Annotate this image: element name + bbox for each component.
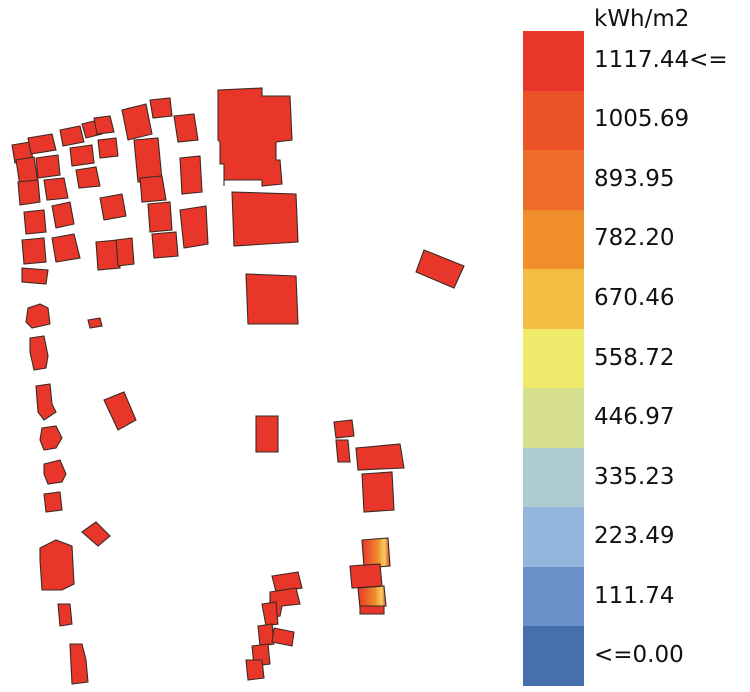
building xyxy=(21,237,47,265)
building xyxy=(25,303,51,329)
building xyxy=(87,317,103,329)
building xyxy=(39,539,75,591)
legend-color-bar xyxy=(523,31,584,687)
legend-swatch xyxy=(523,447,584,508)
legend-unit-label: kWh/m2 xyxy=(594,6,690,32)
building xyxy=(43,491,63,513)
site-plan-map xyxy=(11,87,465,685)
building-shaded xyxy=(361,537,391,569)
building xyxy=(147,201,173,233)
building xyxy=(115,237,135,267)
building xyxy=(271,571,303,593)
color-legend: kWh/m2 1117.44<= 1005.69 893.95 782.20 670.4… xyxy=(520,0,750,688)
legend-label: <=0.00 xyxy=(594,642,684,669)
legend-swatch xyxy=(523,328,584,389)
building xyxy=(39,425,63,451)
legend-swatch xyxy=(523,388,584,449)
building xyxy=(415,249,465,289)
building xyxy=(57,603,73,627)
building xyxy=(17,179,41,206)
building xyxy=(151,231,179,259)
building xyxy=(51,233,81,263)
legend-label: 1005.69 xyxy=(594,106,690,133)
legend-label: 223.49 xyxy=(594,523,675,550)
legend-swatch xyxy=(523,507,584,568)
building xyxy=(255,415,279,453)
building xyxy=(69,643,89,685)
building xyxy=(23,209,47,235)
legend-label: 893.95 xyxy=(594,165,675,192)
building xyxy=(69,144,95,167)
building xyxy=(355,443,405,471)
building-shaded xyxy=(357,585,387,609)
legend-label: 782.20 xyxy=(594,225,675,252)
buildings-layer xyxy=(11,87,465,685)
building xyxy=(231,191,299,247)
legend-swatch xyxy=(523,31,584,92)
legend-label: 446.97 xyxy=(594,404,675,431)
building xyxy=(103,391,137,431)
building xyxy=(43,459,67,485)
legend-label: 1117.44<= xyxy=(594,46,728,73)
building xyxy=(43,177,69,201)
legend-swatch xyxy=(523,209,584,270)
building xyxy=(35,154,61,179)
building xyxy=(75,166,101,189)
building xyxy=(359,605,385,615)
building xyxy=(95,239,121,271)
building xyxy=(99,193,127,221)
legend-swatch xyxy=(523,90,584,151)
building xyxy=(217,87,293,187)
building xyxy=(97,137,119,159)
building xyxy=(93,115,115,135)
legend-label: 558.72 xyxy=(594,344,675,371)
building xyxy=(257,623,275,647)
building xyxy=(271,627,295,647)
building xyxy=(173,113,199,143)
legend-swatch xyxy=(523,150,584,211)
building xyxy=(179,205,209,249)
building xyxy=(27,133,57,155)
building xyxy=(149,97,173,119)
building xyxy=(245,273,299,325)
building xyxy=(245,659,265,681)
building xyxy=(179,155,203,195)
legend-swatch xyxy=(523,269,584,330)
building xyxy=(51,201,75,229)
building xyxy=(81,521,111,547)
legend-swatch xyxy=(523,626,584,687)
building xyxy=(21,267,49,285)
building xyxy=(333,419,355,439)
building xyxy=(139,175,167,203)
building xyxy=(59,125,85,147)
building xyxy=(29,335,49,371)
building xyxy=(133,137,163,183)
legend-swatch xyxy=(523,566,584,627)
building xyxy=(261,601,279,627)
building xyxy=(121,103,153,141)
legend-label: 335.23 xyxy=(594,463,675,490)
building xyxy=(361,471,395,513)
building xyxy=(35,383,57,421)
building xyxy=(335,439,351,463)
legend-label: 111.74 xyxy=(594,582,675,609)
legend-label: 670.46 xyxy=(594,284,675,311)
building-shaded xyxy=(349,563,383,589)
